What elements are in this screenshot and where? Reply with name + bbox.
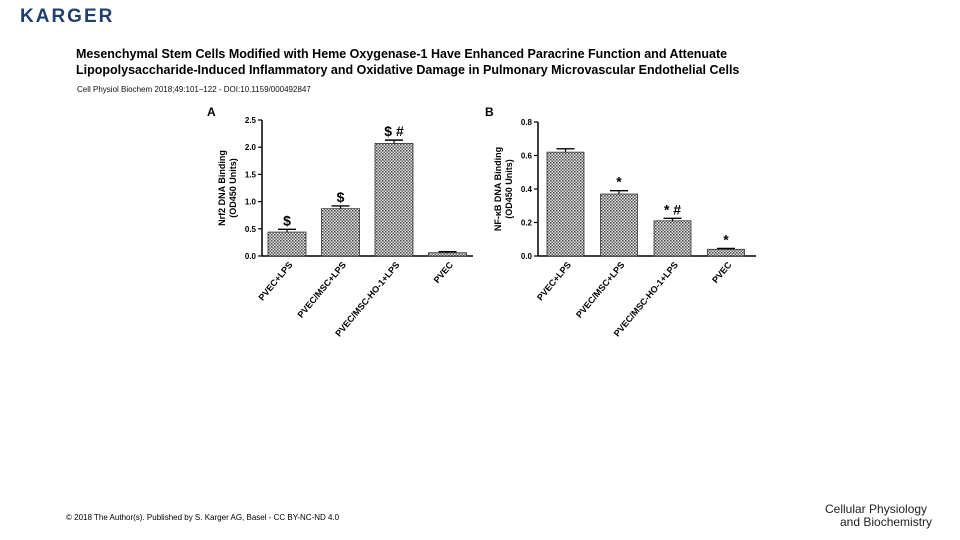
panel-a-y-tick-label: 2.5: [245, 116, 257, 125]
panel-b-y-tick-label: 0.6: [521, 152, 533, 161]
panel-b-y-title-line2: (OD450 Units): [504, 159, 514, 219]
panel-b-y-tick-label: 0.8: [521, 118, 533, 127]
panel-a-label: A: [207, 105, 216, 119]
panel-b-y-tick-label: 0.0: [521, 252, 533, 261]
title-line-1: Mesenchymal Stem Cells Modified with Hem…: [76, 47, 728, 61]
panel-a-category-label: PVEC: [432, 259, 456, 285]
panel-a-significance-label: $: [337, 189, 345, 205]
panel-b-y-tick-label: 0.2: [521, 219, 533, 228]
page-title: Mesenchymal Stem Cells Modified with Hem…: [76, 46, 936, 78]
panel-b-significance-label: * #: [664, 201, 681, 217]
panel-a-category-label: PVEC+LPS: [256, 260, 294, 303]
copyright: © 2018 The Author(s). Published by S. Ka…: [66, 513, 340, 522]
panel-a-category-label: PVEC/MSC+LPS: [296, 260, 349, 320]
panel-b-significance-label: *: [723, 231, 729, 247]
panel-b-category-label: PVEC: [710, 259, 734, 285]
panel-a-y-tick-label: 1.0: [245, 198, 257, 207]
title-line-2: Lipopolysaccharide-Induced Inflammatory …: [76, 63, 740, 77]
karger-logo: KARGER: [20, 6, 115, 27]
panel-b-y-tick-label: 0.4: [521, 185, 533, 194]
panel-b-bar: [707, 248, 745, 257]
journal-brand: Cellular Physiology and Biochemistry: [825, 503, 932, 529]
panel-a-y-tick-label: 1.5: [245, 170, 257, 179]
citation: Cell Physiol Biochem 2018;49:101–122 - D…: [77, 85, 311, 94]
panel-a-y-tick-label: 2.0: [245, 143, 257, 152]
panel-b-label: B: [485, 105, 494, 119]
panel-b-significance-label: *: [616, 174, 622, 190]
figure: A 0.0 0.5 1.0 1.5 2.0 2.5 Nrf2 DNA Binding (OD45…: [205, 102, 757, 347]
panel-b-y-title-line1: NF-κB DNA Binding: [493, 147, 503, 231]
panel-a-significance-label: $ #: [384, 123, 404, 139]
brand-line-1: Cellular Physiology: [825, 502, 928, 516]
panel-b-category-label: PVEC+LPS: [535, 260, 573, 303]
panel-a-bar: [321, 208, 360, 257]
panel-a-bar: [267, 231, 307, 257]
panel-b-bar: [653, 220, 692, 257]
panel-a-y-tick-label: 0.0: [245, 252, 257, 261]
brand-line-2: and Biochemistry: [840, 515, 933, 529]
panel-b-bar: [600, 193, 638, 257]
panel-b-category-label: PVEC/MSC+LPS: [574, 260, 627, 320]
panel-a-bar: [428, 252, 467, 257]
panel-a-significance-label: $: [283, 212, 291, 228]
panel-a-bar: [374, 142, 414, 257]
panel-a-y-title-line1: Nrf2 DNA Binding: [217, 150, 227, 226]
panel-a-y-tick-label: 0.5: [245, 225, 257, 234]
panel-a-y-title-line2: (OD450 Units): [228, 158, 238, 218]
panel-b-bar: [546, 151, 585, 257]
